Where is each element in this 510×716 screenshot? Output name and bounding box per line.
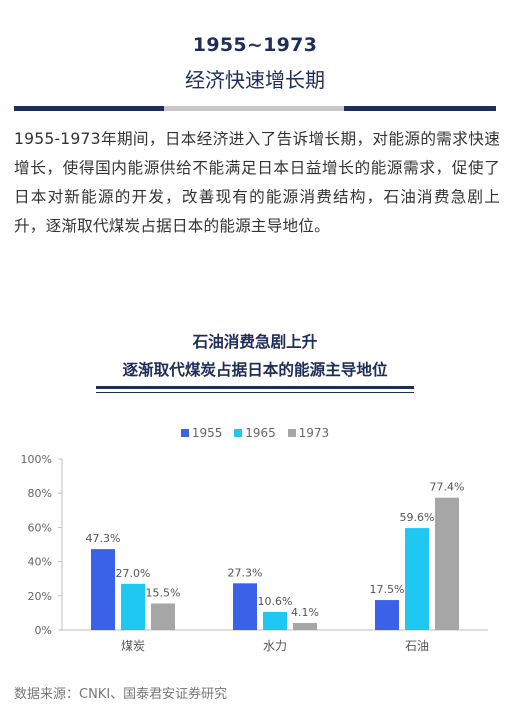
bar-1955-1 [233, 583, 257, 630]
bar-1965-0 [121, 583, 145, 630]
data-label: 77.4% [430, 481, 465, 494]
bar-1973-1 [293, 622, 317, 630]
bar-1965-1 [263, 611, 287, 630]
y-tick-label: 0% [35, 624, 52, 637]
y-tick-label: 80% [28, 487, 52, 500]
header-divider-left [14, 106, 164, 111]
bar-1955-2 [375, 600, 399, 630]
legend-item-1955: 1955 [180, 426, 223, 440]
chart-title-line-1: 石油消费急剧上升 [192, 333, 318, 351]
data-label: 47.3% [86, 532, 121, 545]
bar-1965-2 [405, 528, 429, 630]
chart-title-underline-thin [96, 392, 414, 393]
legend-swatch-1973 [287, 429, 296, 437]
legend-label-1955: 1955 [191, 426, 223, 440]
data-label: 10.6% [258, 595, 293, 608]
header-subtitle: 经济快速增长期 [185, 68, 325, 92]
data-source-note: 数据来源：CNKI、国泰君安证券研究 [14, 687, 228, 702]
data-label: 15.5% [146, 586, 181, 599]
legend-item-1973: 1973 [287, 426, 330, 440]
energy-share-bar-chart: 0% 20% 40% 60% 80% 100% 47.3% 27.0% 15.5% 煤炭 27.3%… [21, 453, 488, 653]
data-label: 17.5% [370, 583, 405, 596]
intro-paragraph: 1955-1973年期间，日本经济进入了告诉增长期，对能源的需求快速增长，使得国… [14, 130, 500, 235]
legend-label-1973: 1973 [298, 426, 330, 440]
data-label: 59.6% [400, 511, 435, 524]
y-tick-label: 60% [28, 521, 52, 534]
header-divider-middle [164, 106, 344, 111]
chart-legend: 1955 1965 1973 [0, 426, 510, 440]
x-category-label: 煤炭 [121, 639, 145, 653]
legend-label-1965: 1965 [245, 426, 276, 440]
bar-1973-0 [151, 603, 175, 630]
legend-item-1965: 1965 [234, 426, 276, 440]
y-tick-label: 40% [28, 556, 52, 569]
x-category-label: 水力 [263, 639, 287, 653]
data-label: 27.3% [228, 566, 263, 579]
bar-1973-2 [435, 497, 459, 630]
legend-swatch-1955 [180, 429, 189, 437]
chart-title-underline-thick [96, 386, 414, 389]
chart-title-line-2: 逐渐取代煤炭占据日本的能源主导地位 [122, 361, 388, 379]
y-tick-label: 20% [28, 590, 52, 603]
data-label: 4.1% [291, 606, 319, 619]
bar-1955-0 [91, 549, 115, 630]
header-divider-right [344, 106, 496, 111]
data-label: 27.0% [116, 567, 151, 580]
header-year-range: 1955~1973 [192, 34, 318, 56]
x-category-label: 石油 [405, 639, 429, 653]
legend-swatch-1965 [234, 429, 243, 437]
y-tick-label: 100% [21, 453, 52, 466]
